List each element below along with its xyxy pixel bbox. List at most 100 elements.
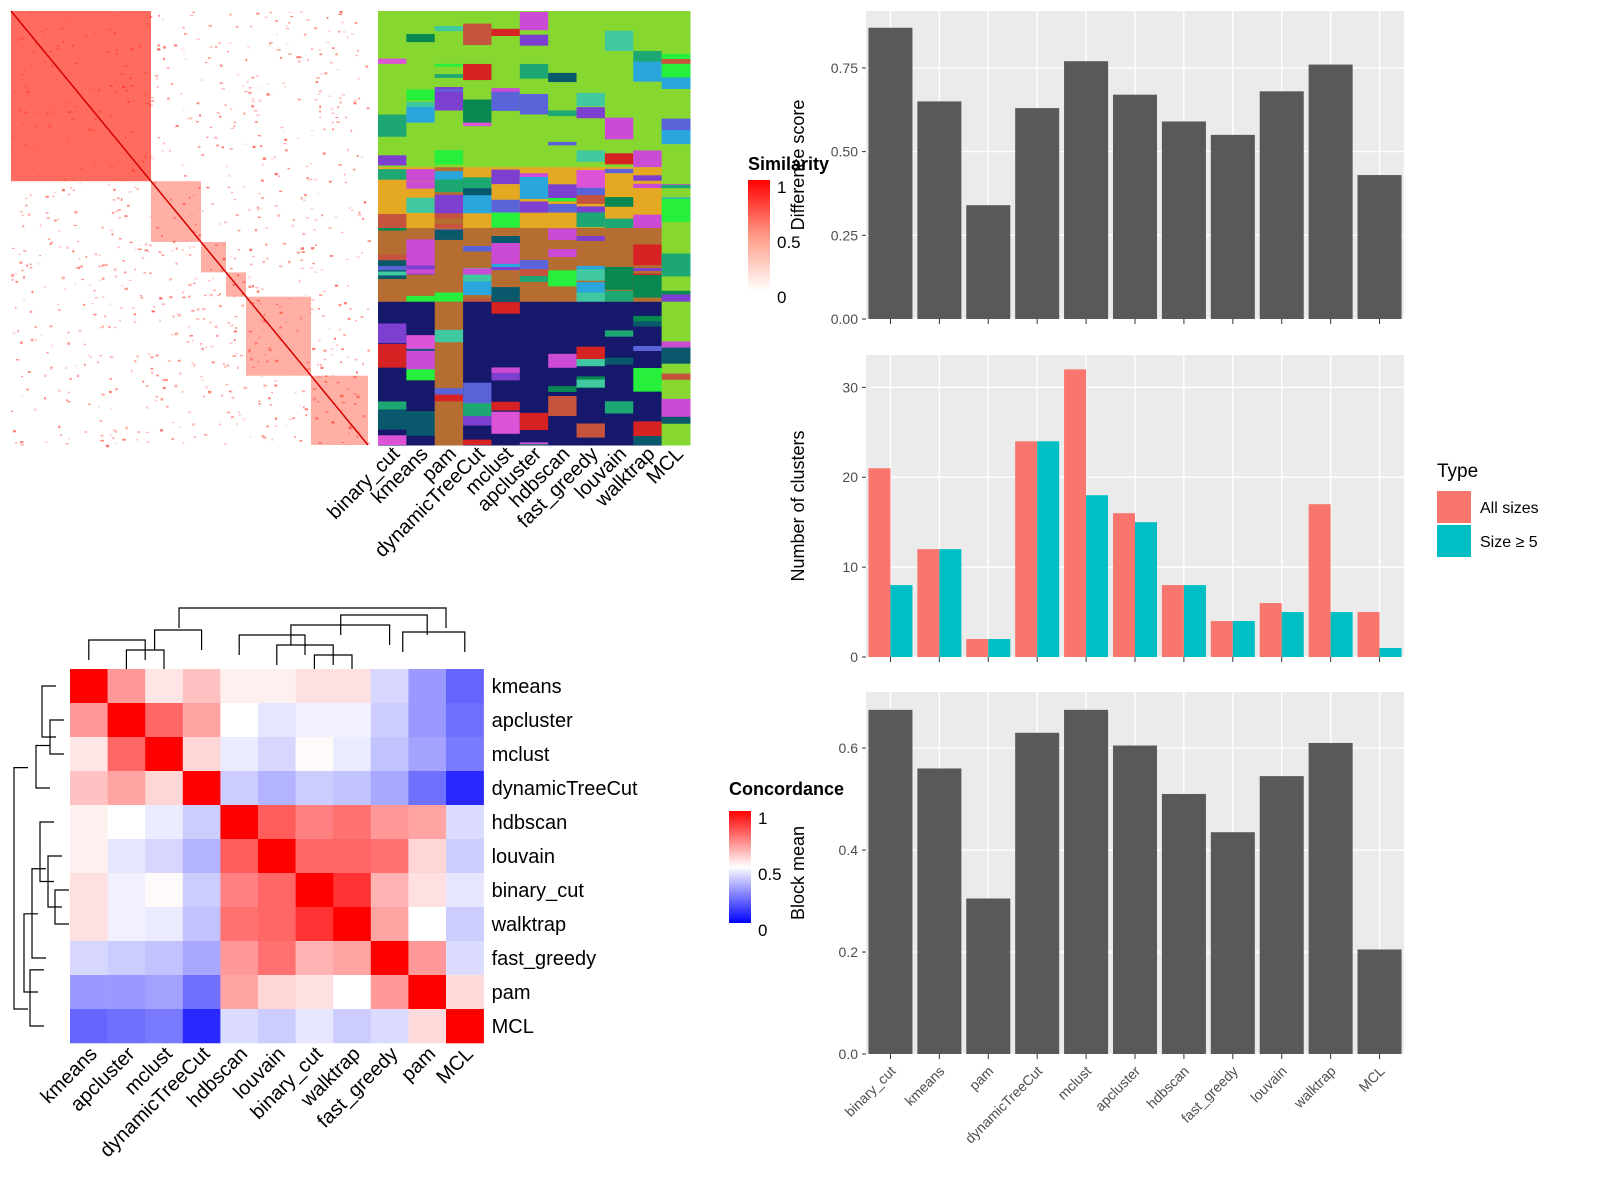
concordance-column-label: pam xyxy=(397,1043,440,1086)
similarity-speckle xyxy=(67,331,70,334)
similarity-speckle xyxy=(248,348,251,351)
concordance-cell xyxy=(333,771,372,806)
similarity-speckle xyxy=(249,436,252,438)
similarity-speckle xyxy=(26,388,29,391)
similarity-speckle xyxy=(318,441,322,444)
similarity-speckle xyxy=(56,48,60,51)
cluster-cell xyxy=(463,188,492,193)
similarity-speckle xyxy=(210,268,212,271)
cluster-cell xyxy=(434,301,464,446)
similarity-speckle xyxy=(242,85,245,87)
similarity-speckle xyxy=(317,376,321,378)
similarity-speckle xyxy=(212,289,216,291)
similarity-speckle xyxy=(181,164,185,166)
concordance-cell xyxy=(220,975,259,1010)
similarity-speckle xyxy=(117,196,120,200)
similarity-speckle xyxy=(325,375,328,377)
bar xyxy=(1210,621,1233,657)
cluster-cell xyxy=(633,150,663,168)
similarity-speckle xyxy=(331,121,334,124)
similarity-speckle xyxy=(114,275,117,277)
similarity-speckle xyxy=(254,229,258,232)
similarity-speckle xyxy=(280,145,283,147)
cluster-cell xyxy=(604,30,634,51)
similarity-speckle xyxy=(16,38,19,41)
similarity-speckle xyxy=(153,182,157,184)
similarity-speckle xyxy=(303,199,306,201)
similarity-speckle xyxy=(319,116,322,119)
similarity-speckle xyxy=(258,207,262,210)
concordance-cell xyxy=(370,907,409,942)
similarity-speckle xyxy=(61,276,65,280)
similarity-speckle xyxy=(17,329,19,333)
concordance-row-label: dynamicTreeCut xyxy=(492,778,638,800)
similarity-speckle xyxy=(19,441,24,444)
similarity-speckle xyxy=(313,219,317,222)
similarity-speckle xyxy=(115,275,118,278)
bar xyxy=(1064,369,1087,657)
similarity-speckle xyxy=(182,26,185,29)
concordance-cell xyxy=(107,839,146,874)
concordance-cell xyxy=(295,839,334,874)
similarity-speckle xyxy=(187,295,191,298)
similarity-speckle xyxy=(284,321,288,323)
similarity-speckle xyxy=(150,356,154,359)
cluster-cell xyxy=(548,141,578,146)
similarity-speckle xyxy=(350,209,354,212)
cluster-cell xyxy=(491,91,521,111)
similarity-speckle xyxy=(39,334,43,336)
similarity-speckle xyxy=(198,187,201,189)
similarity-speckle xyxy=(316,77,320,79)
concordance-column-label: MCL xyxy=(432,1043,477,1088)
similarity-speckle xyxy=(264,243,268,246)
similarity-speckle xyxy=(67,140,69,143)
similarity-speckle xyxy=(154,75,159,77)
similarity-speckle xyxy=(221,87,225,90)
similarity-speckle xyxy=(45,105,49,108)
x-tick-label: binary_cut xyxy=(842,1063,899,1120)
similarity-speckle xyxy=(340,409,343,412)
concordance-row-label: louvain xyxy=(492,846,555,868)
similarity-speckle xyxy=(137,60,139,62)
similarity-speckle xyxy=(338,30,341,33)
similarity-speckle xyxy=(22,85,26,89)
similarity-speckle xyxy=(21,123,24,125)
cluster-cell xyxy=(378,266,407,271)
cluster-cell xyxy=(378,435,407,445)
similarity-speckle xyxy=(125,89,129,92)
cluster-cell xyxy=(519,444,549,445)
concordance-cell xyxy=(145,669,184,704)
similarity-speckle xyxy=(330,348,334,350)
similarity-speckle xyxy=(224,442,227,445)
similarity-speckle xyxy=(309,312,313,314)
similarity-speckle xyxy=(21,269,24,272)
cluster-cell xyxy=(491,302,521,314)
similarity-speckle xyxy=(360,316,364,318)
similarity-speckle xyxy=(21,375,23,378)
similarity-speckle xyxy=(200,376,203,378)
similarity-speckle xyxy=(254,121,258,124)
similarity-speckle xyxy=(67,391,70,394)
concordance-cell xyxy=(220,941,259,976)
similarity-speckle xyxy=(60,28,64,30)
similarity-speckle xyxy=(174,385,178,388)
similarity-speckle xyxy=(278,49,281,51)
y-tick-label: 0.50 xyxy=(831,144,858,160)
similarity-speckle xyxy=(17,253,21,255)
similarity-speckle xyxy=(201,379,205,381)
legend-label: Size ≥ 5 xyxy=(1480,534,1538,551)
similarity-speckle xyxy=(130,47,134,51)
similarity-speckle xyxy=(310,267,313,269)
similarity-speckle xyxy=(120,73,124,75)
similarity-speckle xyxy=(134,360,137,363)
similarity-speckle xyxy=(148,244,152,247)
similarity-speckle xyxy=(285,149,288,152)
similarity-speckle xyxy=(329,255,334,257)
cluster-cell xyxy=(434,171,464,180)
similarity-speckle xyxy=(258,400,261,402)
similarity-speckle xyxy=(113,188,116,191)
similarity-speckle xyxy=(322,128,326,131)
similarity-speckle xyxy=(141,257,145,259)
similarity-speckle xyxy=(166,67,170,69)
similarity-speckle xyxy=(109,304,112,306)
